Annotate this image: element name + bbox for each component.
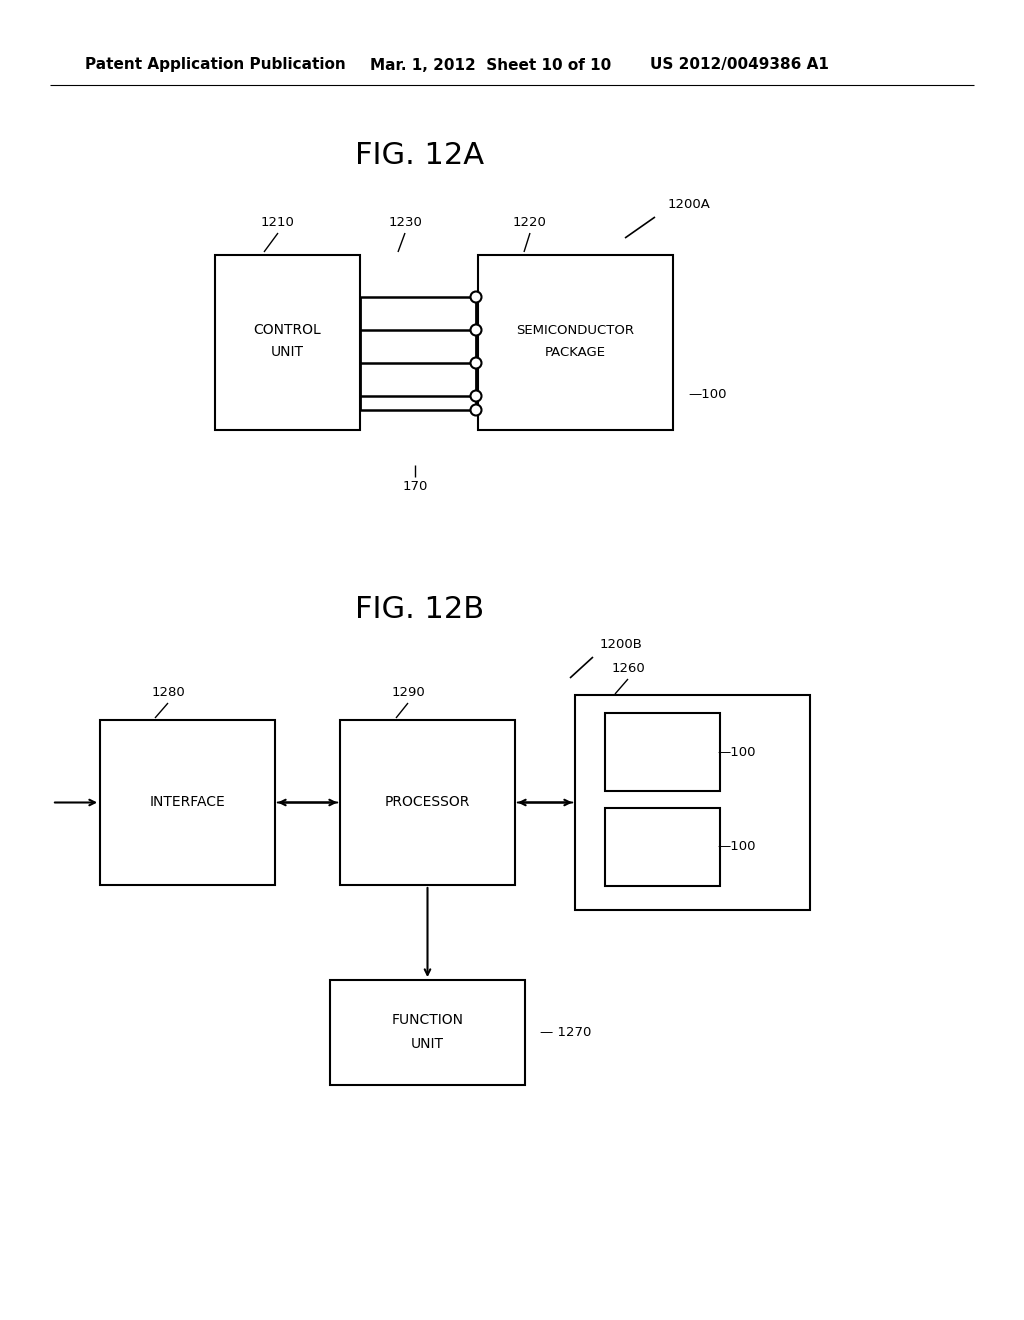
Text: UNIT: UNIT (271, 346, 304, 359)
Text: INTERFACE: INTERFACE (150, 796, 225, 809)
Circle shape (470, 391, 481, 401)
Circle shape (470, 358, 481, 368)
Text: 1220: 1220 (513, 215, 547, 228)
Text: PACKAGE: PACKAGE (545, 346, 606, 359)
Text: — 1270: — 1270 (540, 1026, 592, 1039)
Text: CONTROL: CONTROL (254, 323, 322, 338)
Text: FIG. 12B: FIG. 12B (355, 595, 484, 624)
Text: 1230: 1230 (388, 215, 422, 228)
Circle shape (470, 325, 481, 335)
Text: 1290: 1290 (391, 685, 425, 698)
Text: FUNCTION: FUNCTION (391, 1014, 464, 1027)
Text: —100: —100 (717, 746, 756, 759)
Bar (215, 255, 360, 430)
Text: 1260: 1260 (611, 661, 645, 675)
Bar (100, 719, 275, 884)
Text: PROCESSOR: PROCESSOR (385, 796, 470, 809)
Bar (478, 255, 673, 430)
Text: US 2012/0049386 A1: US 2012/0049386 A1 (650, 58, 828, 73)
Text: SEMICONDUCTOR: SEMICONDUCTOR (516, 323, 635, 337)
Text: 170: 170 (402, 480, 428, 494)
Bar (330, 979, 525, 1085)
Text: 1280: 1280 (152, 685, 185, 698)
Text: —100: —100 (717, 841, 756, 854)
Text: Patent Application Publication: Patent Application Publication (85, 58, 346, 73)
Bar (575, 696, 810, 909)
Text: Mar. 1, 2012  Sheet 10 of 10: Mar. 1, 2012 Sheet 10 of 10 (370, 58, 611, 73)
Bar (605, 713, 720, 791)
Text: UNIT: UNIT (411, 1038, 444, 1052)
Text: 1200A: 1200A (668, 198, 711, 211)
Text: —100: —100 (688, 388, 726, 401)
Text: 1210: 1210 (261, 215, 295, 228)
Bar (340, 719, 515, 884)
Text: 1200B: 1200B (600, 639, 643, 652)
Circle shape (470, 292, 481, 302)
Circle shape (470, 404, 481, 416)
Text: FIG. 12A: FIG. 12A (355, 140, 484, 169)
Bar (605, 808, 720, 886)
